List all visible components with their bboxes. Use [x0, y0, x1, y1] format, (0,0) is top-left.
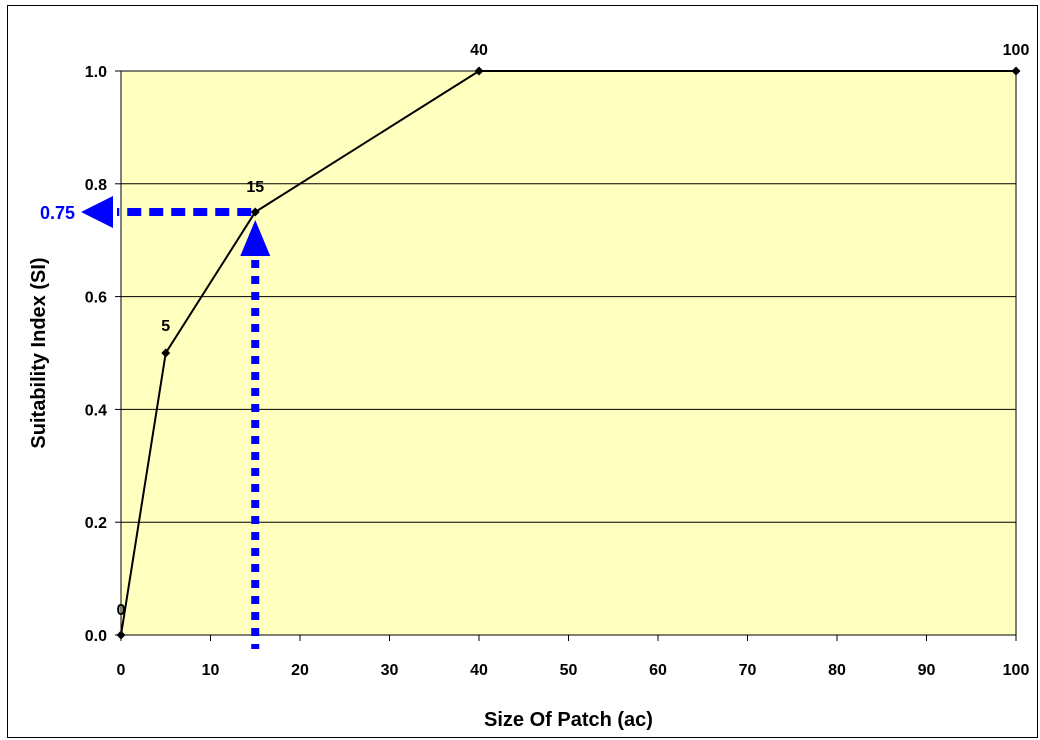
- y-tick-label: 1.0: [85, 64, 107, 81]
- x-tick-label: 50: [560, 662, 578, 679]
- x-tick-label: 70: [739, 662, 757, 679]
- data-label: 0: [117, 602, 126, 619]
- x-tick-label: 60: [649, 662, 667, 679]
- y-tick-label: 0.0: [85, 628, 107, 645]
- data-point-marker: [474, 66, 484, 76]
- data-point-marker: [1011, 66, 1021, 76]
- y-tick-label: 0.8: [85, 177, 107, 194]
- up-arrow-head: [240, 220, 271, 256]
- plot-area: [121, 71, 1016, 635]
- y-tick-label: 0.4: [85, 402, 107, 419]
- data-point-marker: [116, 630, 126, 640]
- y-tick-label: 0.6: [85, 290, 107, 307]
- data-point-marker: [250, 207, 260, 217]
- y-axis-title: Suitability Index (SI): [28, 257, 50, 448]
- series: 0 5 15 40 100: [116, 42, 1030, 640]
- x-tick-label: 0: [117, 662, 126, 679]
- y-tick-label: 0.2: [85, 515, 107, 532]
- left-arrow-head: [81, 196, 113, 228]
- data-label: 5: [161, 318, 170, 335]
- x-tick-label: 90: [918, 662, 936, 679]
- y-tick-labels: 0.0 0.2 0.4 0.6 0.8 1.0: [85, 64, 107, 645]
- annotation: 0.75: [40, 196, 271, 649]
- annotation-value-label: 0.75: [40, 203, 75, 223]
- x-tick-label: 30: [381, 662, 399, 679]
- x-tick-label: 100: [1003, 662, 1030, 679]
- data-label: 15: [246, 179, 264, 196]
- x-tick-label: 20: [291, 662, 309, 679]
- x-tick-label: 10: [202, 662, 220, 679]
- data-point-marker: [161, 348, 171, 358]
- x-tick-label: 80: [828, 662, 846, 679]
- data-label: 100: [1003, 42, 1030, 59]
- x-axis-title: Size Of Patch (ac): [484, 709, 653, 731]
- data-label: 40: [470, 42, 488, 59]
- x-tick-labels: 0 10 20 30 40 50 60 70 80 90 100: [117, 662, 1030, 679]
- x-tick-label: 40: [470, 662, 488, 679]
- chart-frame: [7, 5, 1038, 738]
